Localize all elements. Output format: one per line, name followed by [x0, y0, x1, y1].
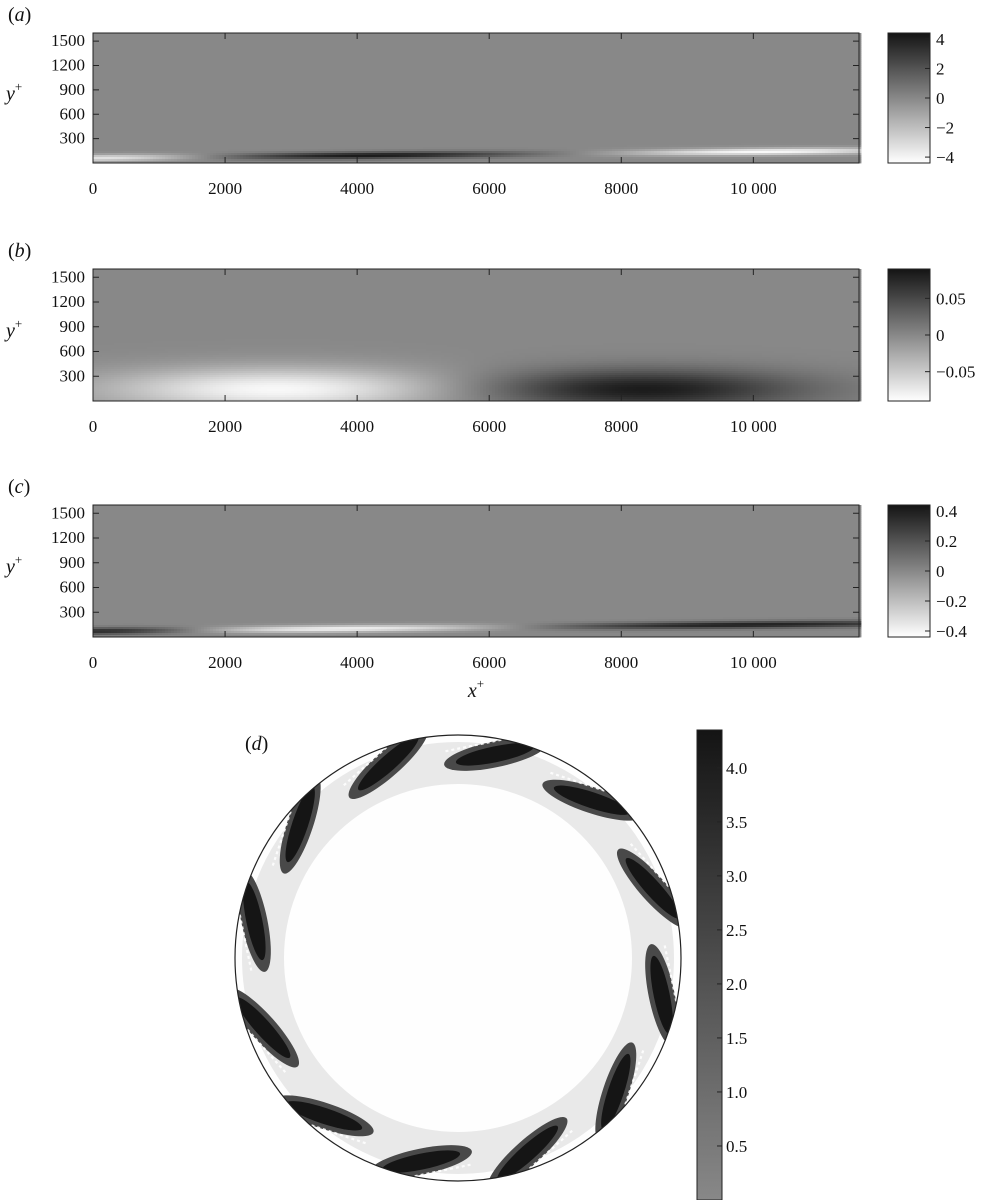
- y-tick-label: 900: [60, 553, 86, 572]
- x-tick-label: 0: [89, 417, 98, 436]
- colorbar-tick-label: 0.2: [936, 532, 957, 551]
- colorbar: [888, 269, 930, 401]
- colorbar-tick-label: −4: [936, 148, 955, 167]
- x-tick-label: 10 000: [730, 179, 777, 198]
- colorbar-tick-label: −2: [936, 119, 954, 138]
- y-axis-label: y+: [4, 79, 22, 105]
- x-tick-label: 6000: [472, 417, 506, 436]
- panel-label: (d): [245, 733, 268, 755]
- y-tick-label: 1200: [51, 528, 85, 547]
- x-tick-label: 10 000: [730, 653, 777, 672]
- colorbar-tick-label: 4.0: [726, 759, 747, 778]
- x-tick-label: 8000: [604, 653, 638, 672]
- heatmap-field: [93, 269, 861, 401]
- y-tick-label: 1500: [51, 503, 85, 522]
- x-tick-label: 4000: [340, 653, 374, 672]
- colorbar: [697, 730, 722, 1200]
- heatmap-field: [93, 505, 861, 637]
- panel-label: (c): [8, 476, 30, 498]
- x-tick-label: 2000: [208, 417, 242, 436]
- x-axis-label: x+: [467, 676, 484, 702]
- panel-b: 0 2000 4000 6000 8000 10 000 300 600 900 1200 1500…: [4, 240, 975, 436]
- colorbar-tick-label: −0.05: [936, 363, 975, 382]
- colorbar-tick-label: 2.5: [726, 921, 747, 940]
- x-tick-label: 8000: [604, 417, 638, 436]
- colorbar-tick-label: 3.0: [726, 867, 747, 886]
- y-tick-label: 300: [60, 602, 86, 621]
- colorbar-tick-label: −0.2: [936, 592, 967, 611]
- y-tick-label: 1200: [51, 56, 85, 75]
- colorbar-tick-label: 2: [936, 59, 945, 78]
- colorbar-tick-label: 0: [936, 326, 945, 345]
- x-tick-label: 2000: [208, 179, 242, 198]
- colorbar-tick-label: −0.4: [936, 622, 967, 641]
- panel-d: (d) 4.0 3.5 3.0 2.5 2.0 1.5 1.0 0.5: [219, 719, 747, 1200]
- colorbar-tick-label: 2.0: [726, 975, 747, 994]
- y-tick-label: 900: [60, 80, 86, 99]
- x-tick-label: 8000: [604, 179, 638, 198]
- y-tick-label: 300: [60, 366, 86, 385]
- colorbar: [888, 505, 930, 637]
- panel-label: (b): [8, 240, 31, 262]
- colorbar-tick-label: 0.5: [726, 1137, 747, 1156]
- y-tick-label: 900: [60, 317, 86, 336]
- y-tick-label: 300: [60, 129, 86, 148]
- y-tick-label: 1200: [51, 292, 85, 311]
- x-tick-label: 0: [89, 653, 98, 672]
- x-tick-label: 6000: [472, 653, 506, 672]
- x-tick-label: 0: [89, 179, 98, 198]
- panel-c: 0 2000 4000 6000 8000 10 000 300 600 900 1200 1500…: [4, 476, 967, 702]
- y-axis-label: y+: [4, 552, 22, 578]
- colorbar-tick-label: 0.4: [936, 502, 958, 521]
- y-tick-label: 600: [60, 104, 86, 123]
- y-tick-label: 1500: [51, 31, 85, 50]
- colorbar-tick-label: 0: [936, 89, 945, 108]
- panel-a: 0 2000 4000 6000 8000 10 000 300 600 900 1200 1500…: [4, 4, 955, 198]
- colorbar-tick-label: 1.0: [726, 1083, 747, 1102]
- colorbar-tick-label: 0: [936, 562, 945, 581]
- y-tick-label: 1500: [51, 267, 85, 286]
- x-tick-label: 10 000: [730, 417, 777, 436]
- x-tick-label: 6000: [472, 179, 506, 198]
- colorbar: [888, 33, 930, 163]
- panel-label: (a): [8, 4, 31, 26]
- x-tick-label: 4000: [340, 179, 374, 198]
- colorbar-tick-label: 1.5: [726, 1029, 747, 1048]
- x-tick-label: 2000: [208, 653, 242, 672]
- colorbar-tick-label: 0.05: [936, 289, 966, 308]
- x-tick-label: 4000: [340, 417, 374, 436]
- y-axis-label: y+: [4, 316, 22, 342]
- colorbar-tick-label: 4: [936, 30, 945, 49]
- heatmap-field: [93, 33, 861, 163]
- heatmap-disc: [219, 719, 697, 1197]
- y-tick-label: 600: [60, 342, 86, 361]
- colorbar-tick-label: 3.5: [726, 813, 747, 832]
- y-tick-label: 600: [60, 578, 86, 597]
